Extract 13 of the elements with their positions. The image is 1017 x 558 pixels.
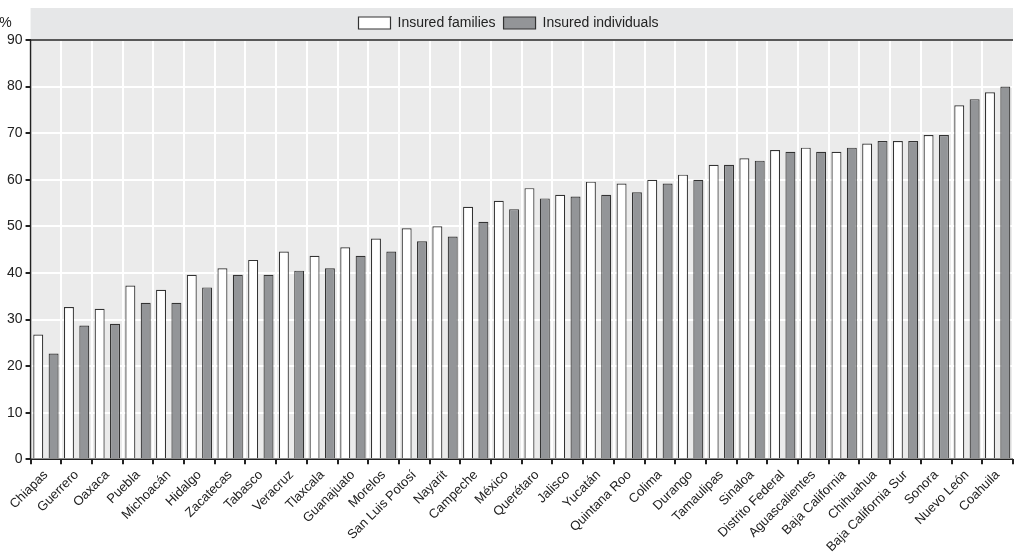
legend-label: Insured families (397, 13, 496, 30)
y-tick-label: 40 (6, 263, 23, 280)
y-tick-label: 20 (6, 357, 23, 373)
y-tick-label: 60 (6, 170, 23, 187)
y-tick-label: 80 (6, 77, 23, 94)
y-tick-label: 0 (14, 450, 23, 467)
legend-label: Insured individuals (542, 13, 659, 30)
y-tick-label: 10 (6, 403, 23, 420)
y-tick-label: 50 (6, 217, 23, 234)
y-axis-title: % (0, 13, 12, 30)
y-tick-label: 90 (6, 30, 23, 47)
y-tick-label: 70 (6, 124, 23, 141)
y-tick-label: 30 (6, 310, 23, 327)
